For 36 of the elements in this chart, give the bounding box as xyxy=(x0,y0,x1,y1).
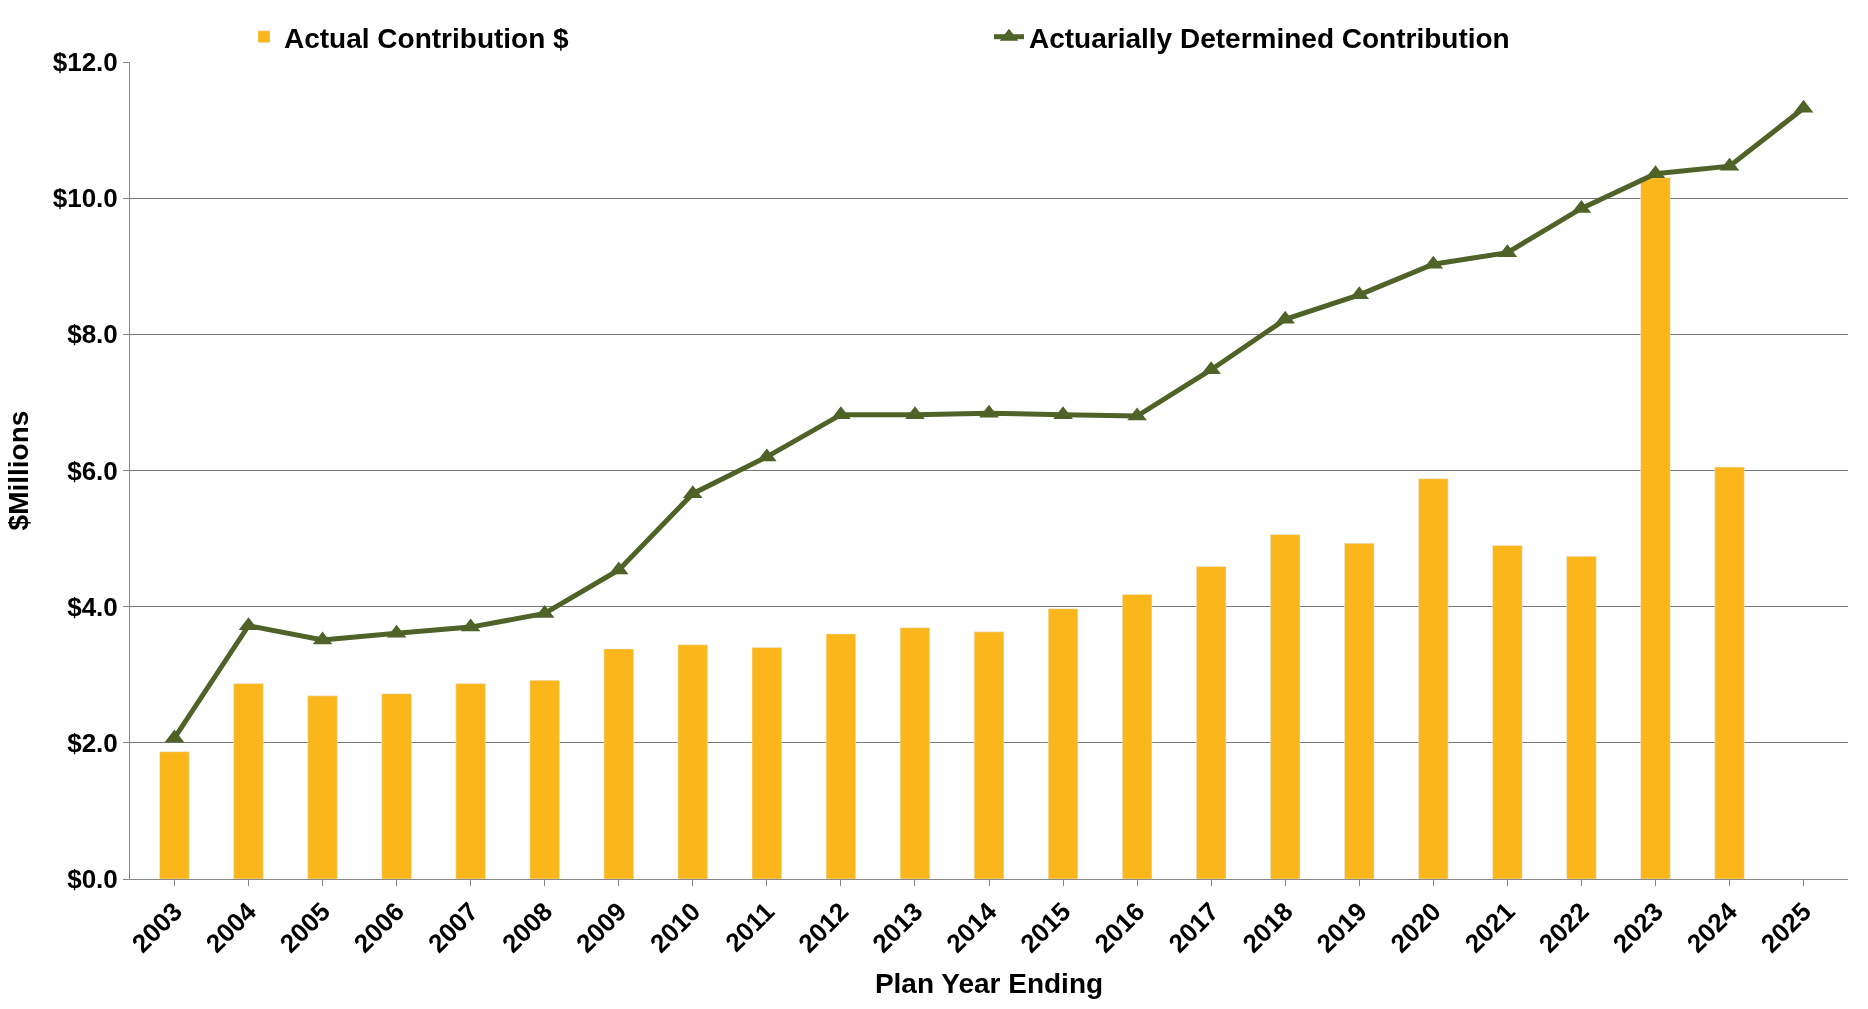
bar xyxy=(1566,556,1597,879)
x-axis-title: Plan Year Ending xyxy=(874,967,1104,999)
y-tick-label: $6.0 xyxy=(67,455,118,486)
bar xyxy=(1344,543,1375,879)
y-tick-label: $10.0 xyxy=(52,183,118,214)
bar xyxy=(603,648,634,879)
y-tick-label: $2.0 xyxy=(67,727,118,758)
bar xyxy=(307,695,338,879)
bar xyxy=(233,683,264,879)
bar xyxy=(1270,534,1301,879)
bar xyxy=(159,751,190,879)
bar xyxy=(677,644,708,879)
bar xyxy=(529,679,560,879)
bar xyxy=(751,647,782,879)
y-axis-title: $Millions xyxy=(3,410,35,531)
point xyxy=(979,404,999,418)
bar xyxy=(899,627,931,879)
bar xyxy=(1714,466,1745,879)
bar xyxy=(1047,608,1079,879)
bar xyxy=(1492,545,1523,879)
y-tick-label: $8.0 xyxy=(67,319,118,350)
point xyxy=(1127,407,1147,421)
bar xyxy=(973,631,1005,879)
legend-label: Actuarially Determined Contribution xyxy=(1029,22,1510,54)
bar xyxy=(1196,566,1227,879)
point xyxy=(757,448,777,462)
bar xyxy=(1418,478,1449,879)
bar xyxy=(1122,594,1153,879)
bar xyxy=(1640,177,1671,879)
bar xyxy=(381,693,412,879)
y-tick-label: $4.0 xyxy=(67,591,118,622)
y-tick-label: $0.0 xyxy=(67,864,118,895)
bar xyxy=(455,683,486,879)
y-tick-label: $12.0 xyxy=(52,47,118,78)
legend-label: Actual Contribution $ xyxy=(284,22,570,54)
bar xyxy=(825,633,856,879)
